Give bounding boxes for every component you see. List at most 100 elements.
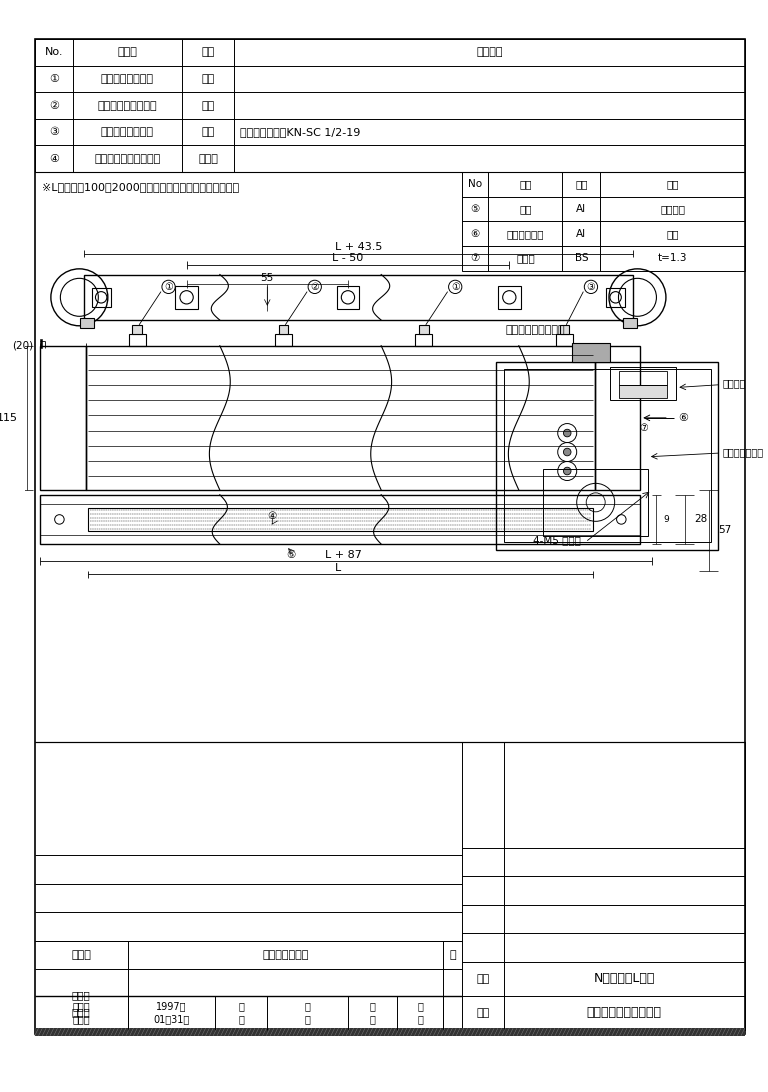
Bar [498,286,521,309]
Bar [544,470,648,535]
Text: 承: 承 [238,1001,244,1011]
Bar [175,286,198,309]
Text: カバーを外した状態: カバーを外した状態 [505,324,565,334]
Bar [462,173,745,271]
Bar [41,340,42,347]
Circle shape [564,448,571,455]
Text: 真錐: 真錐 [201,100,214,110]
Text: Al: Al [577,204,587,214]
Text: ①: ① [451,282,459,292]
Bar [88,508,593,531]
Text: 変更日: 変更日 [71,950,91,960]
Text: 浅: 浅 [417,1001,423,1011]
Text: L + 87: L + 87 [325,549,362,559]
Text: 品名: 品名 [476,1008,489,1018]
Bar [572,343,610,361]
Bar [620,371,667,384]
Text: 鏡体: 鏡体 [519,204,531,214]
Text: ②: ② [48,100,58,110]
Bar [133,324,142,334]
Text: 鏡面研磨: 鏡面研磨 [660,204,685,214]
Bar [560,324,569,334]
Text: 図: 図 [369,1014,376,1024]
Circle shape [564,467,571,475]
Bar [504,369,710,543]
Text: 冷却水ジョイント: 冷却水ジョイント [101,74,154,84]
Text: 28: 28 [694,514,707,524]
Text: ⑦: ⑦ [471,253,480,263]
Bar [81,318,94,328]
Bar [41,346,86,490]
Text: 真錐: 真錐 [201,74,214,84]
Text: ケーブルコネクタ: ケーブルコネクタ [101,127,154,138]
Text: L: L [336,562,342,573]
Bar [610,367,677,400]
Text: 認: 認 [238,1014,244,1024]
Bar [606,288,625,307]
Bar [623,318,637,328]
Bar [594,346,641,490]
Text: No: No [468,179,482,189]
Bar [91,288,111,307]
Text: 材質: 材質 [201,47,214,58]
Bar [86,346,594,490]
Bar [84,274,633,320]
Text: 検: 検 [305,1001,310,1011]
Text: ⑤: ⑤ [286,550,296,560]
Bar [275,334,292,346]
Bar [496,361,718,549]
Text: ハロゲンランプヒータ: ハロゲンランプヒータ [94,154,161,164]
Text: 備　　考: 備 考 [476,47,502,58]
Text: 名称: 名称 [519,179,531,189]
Text: 田: 田 [417,1014,423,1024]
Text: ①: ① [48,74,58,84]
Text: ①: ① [164,282,173,292]
Text: 年月日: 年月日 [72,1007,91,1017]
Bar [419,324,429,334]
Text: 9: 9 [663,515,669,524]
Text: ランプリード線: ランプリード線 [723,447,764,458]
Text: 金属管配線用　KN-SC 1/2-19: 金属管配線用 KN-SC 1/2-19 [240,127,360,138]
Text: 作　成: 作 成 [72,1001,90,1011]
Text: ⑥: ⑥ [471,228,480,239]
Text: ③: ③ [48,127,58,138]
Text: 図: 図 [305,1014,310,1024]
Text: 4-M5 タップ: 4-M5 タップ [533,535,581,545]
Text: 端子ボックス: 端子ボックス [507,228,545,239]
Text: ※L寸法は　100～2000の間の任意の値で製作出来ます。: ※L寸法は 100～2000の間の任意の値で製作出来ます。 [42,182,240,192]
Text: ②: ② [310,282,319,292]
Text: ③: ③ [587,282,595,292]
Bar [336,286,359,309]
Text: No.: No. [45,47,63,58]
Text: ⑦: ⑦ [639,424,647,434]
Bar [35,39,745,173]
Circle shape [564,429,571,437]
Text: Al: Al [577,228,587,239]
Text: ⑥: ⑥ [678,413,688,423]
Text: 端子板: 端子板 [516,253,535,263]
Text: NＩＬ－（L寸）: NＩＬ－（L寸） [594,972,655,985]
Text: 備考: 備考 [667,179,679,189]
Text: 変　更　内　容: 変 更 内 容 [262,950,309,960]
Text: ガス接続ジョイント: ガス接続ジョイント [98,100,157,110]
Text: L - 50: L - 50 [333,253,363,263]
Text: 製: 製 [369,1001,376,1011]
Text: 真錐: 真錐 [201,127,214,138]
Text: 115: 115 [0,413,18,423]
Text: t=1.3: t=1.3 [658,253,687,263]
Text: 1997年: 1997年 [156,1001,187,1011]
Text: ガラス: ガラス [198,154,218,164]
Bar [129,334,146,346]
Text: 55: 55 [260,273,274,283]
Text: (20): (20) [12,341,33,351]
Text: ラインヒータ　集光型: ラインヒータ 集光型 [587,1007,662,1020]
Text: ④: ④ [267,511,276,521]
Text: 57: 57 [718,525,731,535]
Text: 電源接続: 電源接続 [723,378,746,388]
Text: 镃物: 镃物 [667,228,679,239]
Text: L + 43.5: L + 43.5 [335,242,382,252]
Bar [35,1029,745,1036]
Text: ⑤: ⑤ [471,204,480,214]
Bar [279,324,288,334]
Bar [620,384,667,397]
